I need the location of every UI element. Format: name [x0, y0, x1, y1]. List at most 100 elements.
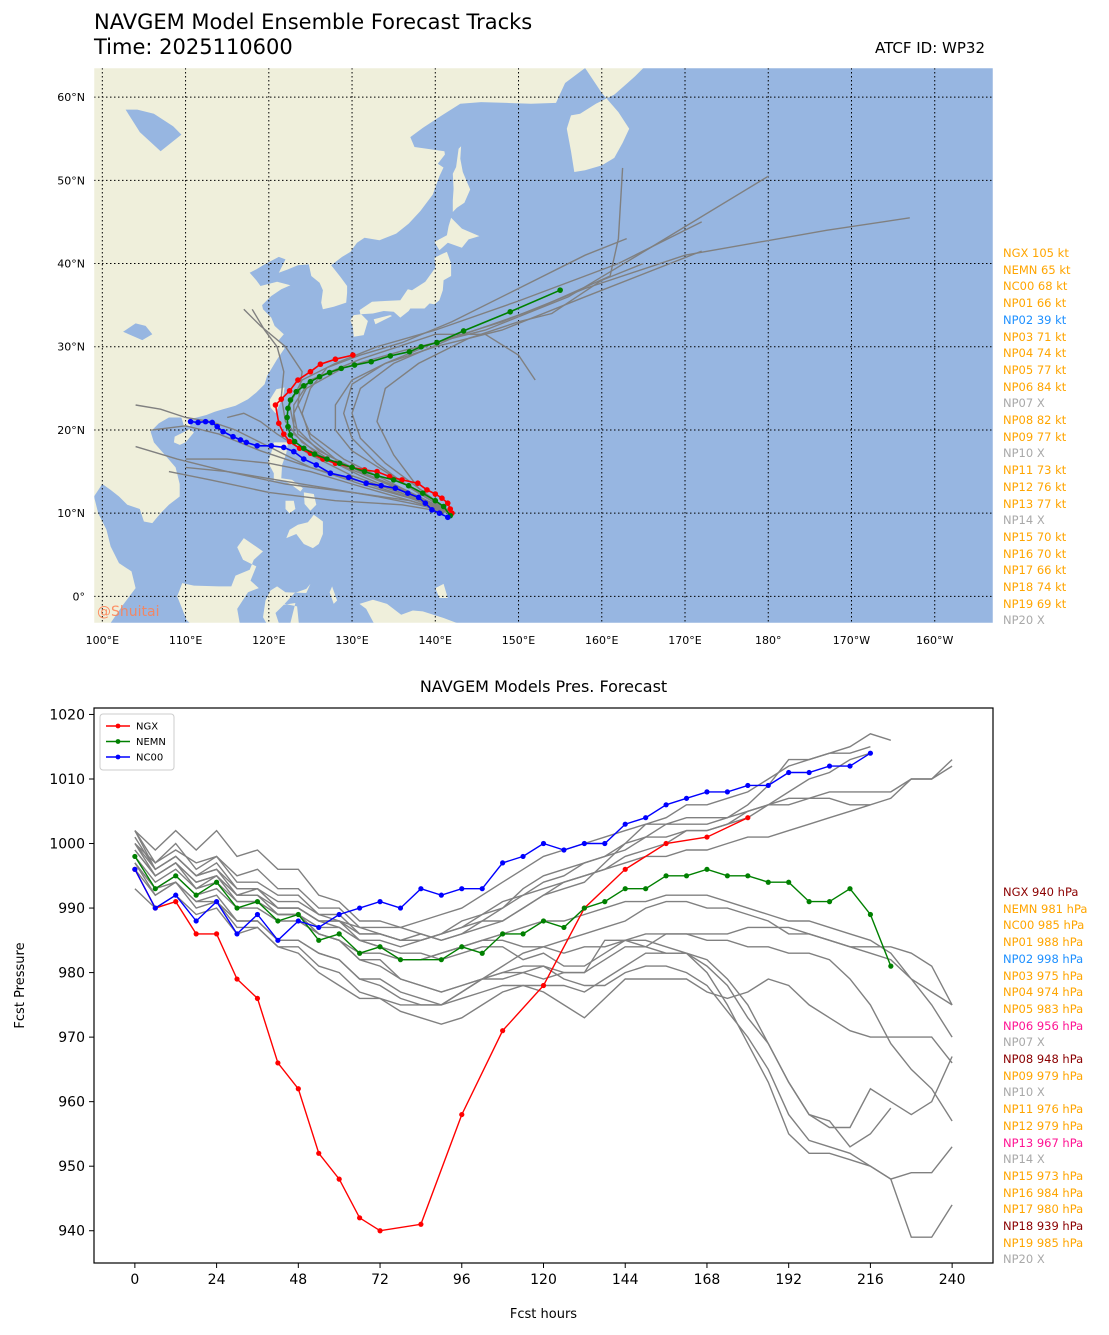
- track-point: [326, 369, 333, 376]
- series-point: [173, 873, 179, 879]
- track-point: [291, 438, 298, 445]
- lat-label: 60°N: [57, 91, 85, 104]
- series-point: [622, 886, 628, 892]
- track-point: [287, 397, 294, 403]
- track-point: [268, 442, 275, 449]
- series-nc00: [134, 752, 871, 942]
- ensemble-pressure-line: [134, 849, 953, 1122]
- ensemble-track: [376, 262, 644, 514]
- map-legend-entry: NP09 77 kt: [1003, 429, 1067, 444]
- series-point: [254, 911, 261, 918]
- track-point: [349, 464, 355, 471]
- pressure-legend-entry: NP10 X: [1003, 1085, 1045, 1100]
- map-legend-entry: NP05 77 kt: [1003, 362, 1067, 377]
- series-point: [683, 873, 690, 879]
- series-point: [888, 963, 894, 969]
- series-point: [213, 879, 220, 885]
- track-point: [418, 343, 424, 350]
- map-legend-entry: NP10 X: [1003, 446, 1045, 461]
- track-point: [285, 423, 291, 430]
- series-point: [152, 886, 158, 892]
- series-point: [377, 899, 383, 905]
- series-point: [643, 815, 649, 821]
- track-point: [202, 418, 209, 425]
- ensemble-pressure-line: [134, 804, 871, 948]
- series-point: [622, 821, 628, 827]
- map-legend-entry: NP11 73 kt: [1003, 463, 1067, 478]
- series-point: [765, 879, 771, 885]
- map-legend-entry: NP16 70 kt: [1003, 546, 1067, 561]
- init-time: Time: 2025110600: [94, 35, 293, 59]
- lon-label: 160°W: [916, 634, 953, 647]
- series-point: [724, 789, 730, 795]
- x-tick-label: 72: [371, 1272, 389, 1288]
- pressure-legend-entry: NGX 940 hPa: [1003, 885, 1079, 899]
- series-point: [459, 944, 465, 950]
- track-point: [280, 444, 287, 451]
- track-point: [214, 423, 220, 430]
- series-point: [295, 918, 301, 924]
- series-point: [213, 931, 220, 937]
- lon-label: 170°W: [833, 634, 870, 647]
- pressure-legend-entry: NP03 975 hPa: [1003, 968, 1084, 983]
- map-legend-entry: NP01 66 kt: [1003, 296, 1067, 311]
- y-tick-label: 1020: [49, 707, 85, 723]
- series-point: [357, 950, 363, 956]
- track-point: [187, 418, 194, 425]
- series-point: [704, 866, 710, 872]
- track-point: [415, 480, 421, 487]
- series-point: [213, 899, 220, 905]
- lat-label: 0°: [73, 590, 86, 603]
- series-point: [663, 802, 669, 808]
- series-point: [847, 763, 853, 769]
- chart-title: NAVGEM Models Pres. Forecast: [420, 677, 667, 696]
- map-legend-entry: NP20 X: [1003, 613, 1045, 628]
- ensemble-pressure-line: [134, 888, 953, 1064]
- legend-label: NGX: [136, 722, 158, 733]
- track-point: [286, 438, 293, 445]
- land-14: [329, 586, 338, 604]
- track-point: [507, 309, 514, 315]
- map-legend-entry: NEMN 65 kt: [1003, 262, 1071, 277]
- series-point: [540, 982, 547, 989]
- track-point: [254, 442, 260, 449]
- track-point: [363, 480, 369, 487]
- land-3: [359, 251, 452, 318]
- land-7: [173, 429, 194, 445]
- ensemble-track: [185, 466, 453, 514]
- track-point: [444, 514, 451, 521]
- map-layers: [94, 68, 993, 623]
- map-legend-entry: NP07 X: [1003, 396, 1045, 411]
- track-point: [295, 377, 301, 383]
- ensemble-pressure-line: [134, 862, 953, 1006]
- track-point: [405, 482, 412, 489]
- ensemble-track: [293, 333, 536, 514]
- track-point: [307, 368, 314, 375]
- track-point: [378, 482, 384, 489]
- x-tick-label: 216: [857, 1272, 884, 1288]
- ensemble-pressure-line: [134, 836, 953, 1038]
- track-point: [317, 361, 324, 368]
- series-point: [316, 937, 322, 943]
- track-point: [285, 405, 291, 412]
- series-point: [336, 911, 342, 918]
- map-legend-entry: NP17 66 kt: [1003, 563, 1067, 578]
- series-point: [602, 899, 608, 905]
- map-legend-entry: NP03 71 kt: [1003, 329, 1067, 344]
- series-point: [561, 847, 567, 853]
- series-point: [336, 1176, 342, 1182]
- track-nemn: [286, 289, 561, 517]
- series-point: [152, 905, 158, 911]
- series-point: [500, 860, 506, 866]
- x-tick-label: 96: [453, 1272, 471, 1288]
- land-0: [94, 68, 586, 623]
- series-point: [745, 873, 751, 879]
- land-10: [285, 500, 296, 514]
- map-frame: [93, 67, 994, 624]
- track-point: [429, 507, 435, 513]
- track-point: [415, 494, 422, 501]
- series-point: [459, 886, 465, 892]
- land-13: [263, 583, 311, 623]
- pressure-legend-entry: NP18 939 hPa: [1003, 1219, 1084, 1233]
- series-point: [663, 840, 669, 847]
